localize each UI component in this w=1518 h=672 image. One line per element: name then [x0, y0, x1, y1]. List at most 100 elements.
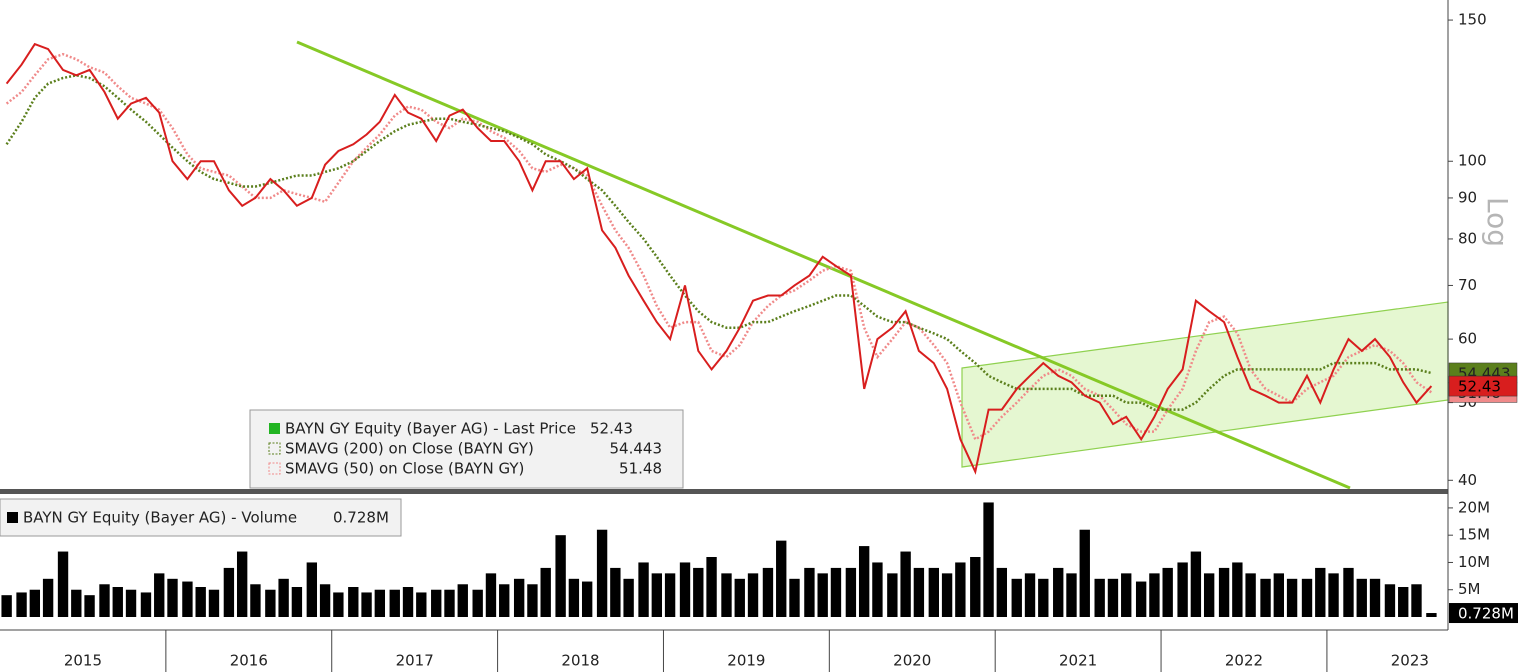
volume-bar: [472, 589, 483, 617]
volume-bar: [623, 578, 634, 617]
volume-bar: [167, 578, 178, 617]
volume-bar: [112, 587, 123, 617]
volume-bar: [250, 584, 261, 617]
volume-bar: [1328, 573, 1339, 617]
last-value-badge: [1448, 375, 1518, 397]
volume-bar: [265, 589, 276, 617]
volume-bar: [1369, 578, 1381, 617]
volume-bar: [1286, 578, 1298, 617]
volume-bar: [1398, 587, 1409, 617]
x-tick-label: 2016: [230, 652, 268, 670]
legend-swatch: [268, 462, 281, 475]
volume-bar: [1260, 578, 1271, 617]
y-tick-label: 5M: [1458, 580, 1481, 598]
volume-bar: [1218, 567, 1230, 617]
volume-bar: [1190, 551, 1202, 617]
y-tick-label: 60: [1458, 330, 1477, 348]
volume-bar: [1426, 613, 1437, 617]
volume-bar: [996, 567, 1008, 617]
last-value-label: 52.43: [1458, 378, 1501, 396]
volume-bar: [140, 592, 152, 617]
legend-swatch: [269, 423, 280, 434]
volume-bar: [1079, 529, 1090, 617]
volume-bar: [71, 589, 82, 617]
volume-bar: [596, 529, 608, 617]
volume-bar: [278, 578, 289, 617]
volume-bar: [858, 546, 870, 617]
volume-bar: [540, 567, 551, 617]
volume-bar: [913, 567, 925, 617]
volume-bar: [1273, 573, 1285, 617]
legend-value: 52.43: [590, 420, 633, 438]
volume-bar: [941, 573, 953, 617]
volume-bar: [154, 573, 165, 617]
volume-bar: [721, 573, 732, 617]
volume-bar: [1301, 578, 1313, 617]
legend-value: 54.443: [610, 440, 663, 458]
volume-bar: [1162, 567, 1173, 617]
legend-label: BAYN GY Equity (Bayer AG) - Last Price: [285, 420, 576, 438]
volume-bar: [970, 557, 981, 617]
volume-bar: [1135, 581, 1147, 617]
volume-bar: [872, 562, 883, 617]
volume-bar: [900, 551, 911, 617]
volume-bar: [747, 573, 759, 617]
x-tick-label: 2015: [64, 652, 102, 670]
volume-bar: [887, 573, 898, 617]
volume-bar: [610, 567, 621, 617]
volume-bar: [664, 573, 676, 617]
y-tick-label: 20M: [1458, 498, 1490, 516]
volume-bar: [84, 595, 95, 617]
y-tick-label: 15M: [1458, 526, 1490, 544]
trend-line: [296, 40, 1351, 490]
volume-bar: [1232, 562, 1243, 617]
volume-bar: [527, 584, 538, 617]
volume-bar: [1384, 584, 1396, 617]
volume-bar: [693, 567, 704, 617]
volume-bar: [555, 535, 566, 617]
volume-bar: [817, 573, 828, 617]
scale-label: Log: [1481, 197, 1514, 247]
last-value-badge: [1449, 603, 1518, 624]
x-tick-label: 2021: [1059, 652, 1097, 670]
volume-bar: [361, 592, 372, 617]
legend: [249, 409, 684, 489]
volume-bar: [236, 551, 248, 617]
volume-bar: [804, 567, 815, 617]
volume-bar: [16, 592, 27, 617]
volume-bar: [374, 589, 386, 617]
volume-bar: [125, 589, 137, 617]
volume-bar: [291, 587, 303, 617]
volume-bar: [762, 567, 774, 617]
price-line: [5, 74, 1432, 411]
volume-bar: [1203, 573, 1215, 617]
volume-bar: [457, 584, 468, 617]
volume-bar: [955, 562, 966, 617]
volume-bar: [1053, 567, 1064, 617]
volume-bar: [1011, 578, 1022, 617]
volume-bar: [513, 578, 525, 617]
volume-bar: [1107, 578, 1119, 617]
volume-bar: [1177, 562, 1188, 617]
volume-bar: [348, 587, 359, 617]
volume-bar: [1245, 573, 1256, 617]
volume-bar: [845, 567, 857, 617]
volume-bar: [57, 551, 69, 617]
volume-bar: [1356, 578, 1367, 617]
x-tick-label: 2020: [893, 652, 931, 670]
volume-bar: [208, 589, 220, 617]
volume-bar: [706, 557, 717, 617]
volume-bar: [830, 567, 842, 617]
last-value-label: 0.728M: [1458, 605, 1514, 623]
y-tick-label: 90: [1458, 188, 1477, 206]
volume-bar: [431, 589, 442, 617]
volume-bar: [679, 562, 691, 617]
volume-bar: [389, 589, 400, 617]
volume-bar: [223, 567, 235, 617]
y-tick-label: 40: [1458, 471, 1477, 489]
volume-bar: [734, 578, 745, 617]
volume-bar: [1149, 573, 1160, 617]
legend-label: BAYN GY Equity (Bayer AG) - Volume: [23, 509, 297, 527]
x-tick-label: 2022: [1225, 652, 1263, 670]
